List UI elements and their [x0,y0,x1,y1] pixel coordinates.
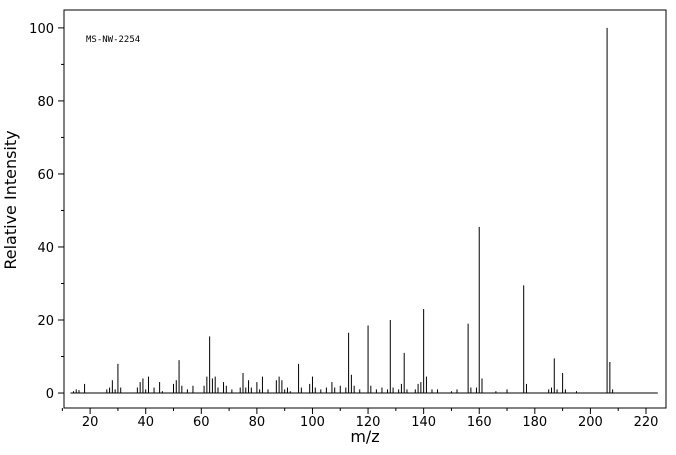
plot-frame [63,9,667,409]
y-tick-label: 100 [29,22,54,37]
x-tick-label: 160 [467,415,492,430]
x-tick-label: 200 [578,415,603,430]
x-axis-label: m/z [350,427,379,446]
x-tick-label: 140 [411,415,436,430]
y-tick-label: 40 [37,241,54,256]
y-tick-label: 60 [37,168,54,183]
y-axis-label: Relative Intensity [1,130,20,269]
y-tick-label: 80 [37,95,54,110]
x-tick-label: 180 [522,415,547,430]
y-tick-label: 20 [37,314,54,329]
x-tick-label: 100 [300,415,325,430]
x-tick-label: 220 [634,415,659,430]
annotation: MS-NW-2254 [86,35,140,45]
x-tick-label: 60 [193,415,210,430]
x-tick-label: 20 [82,415,99,430]
y-tick-label: 0 [46,387,54,402]
x-tick-label: 120 [356,415,381,430]
x-tick-label: 80 [249,415,266,430]
x-tick-label: 40 [137,415,154,430]
